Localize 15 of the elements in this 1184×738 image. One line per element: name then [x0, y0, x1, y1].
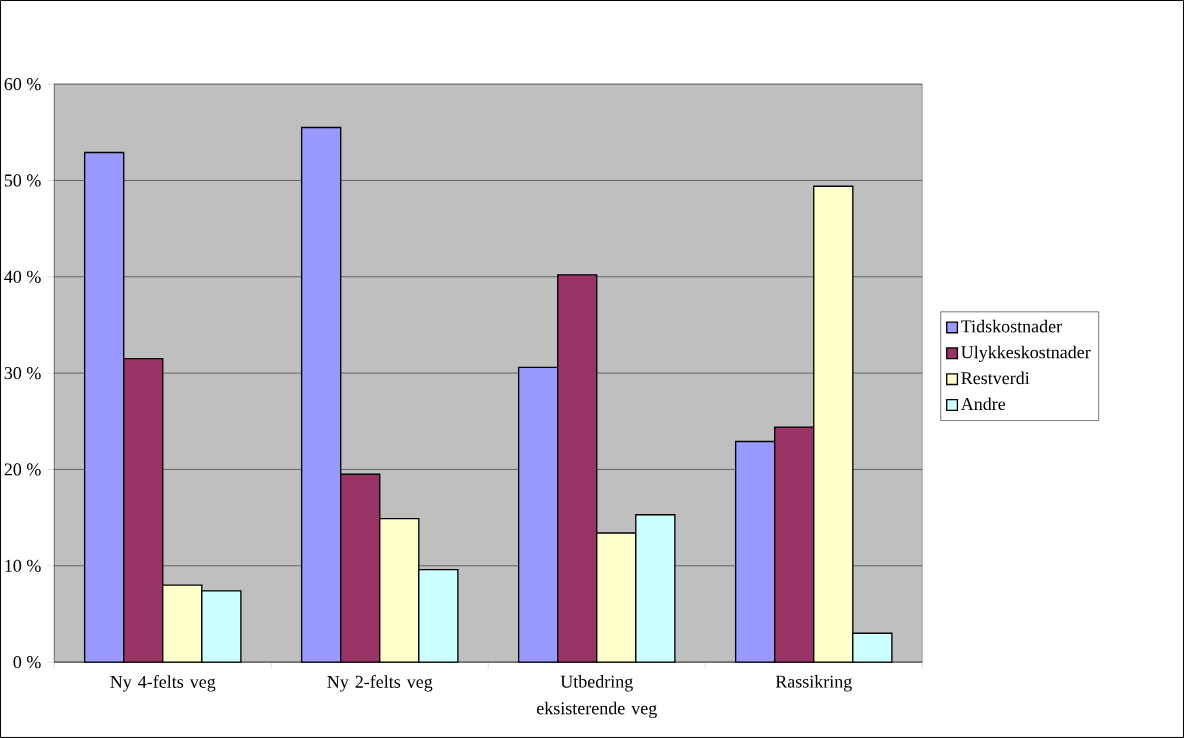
y-tick-label: 50 % [4, 174, 41, 187]
legend-label: Andre [960, 397, 1006, 411]
y-tick-label: 20 % [4, 463, 41, 476]
y-tick-label: 40 % [4, 270, 41, 283]
y-tick-label: 30 % [4, 367, 41, 380]
y-tick-label: 0 % [13, 656, 41, 669]
legend-label: Ulykkeskostnader [961, 345, 1091, 363]
legend-label: Tidskostnader [961, 319, 1062, 333]
x-tick-label: Rassikring [775, 675, 852, 692]
y-tick-label: 60 % [4, 78, 41, 91]
x-tick-label: Utbedring eksisterende veg [536, 675, 657, 719]
x-tick-label: Ny 4-felts veg [110, 675, 216, 692]
legend-label: Restverdi [961, 371, 1030, 385]
x-tick-label: Ny 2-felts veg [327, 675, 433, 692]
y-tick-label: 10 % [5, 559, 41, 572]
